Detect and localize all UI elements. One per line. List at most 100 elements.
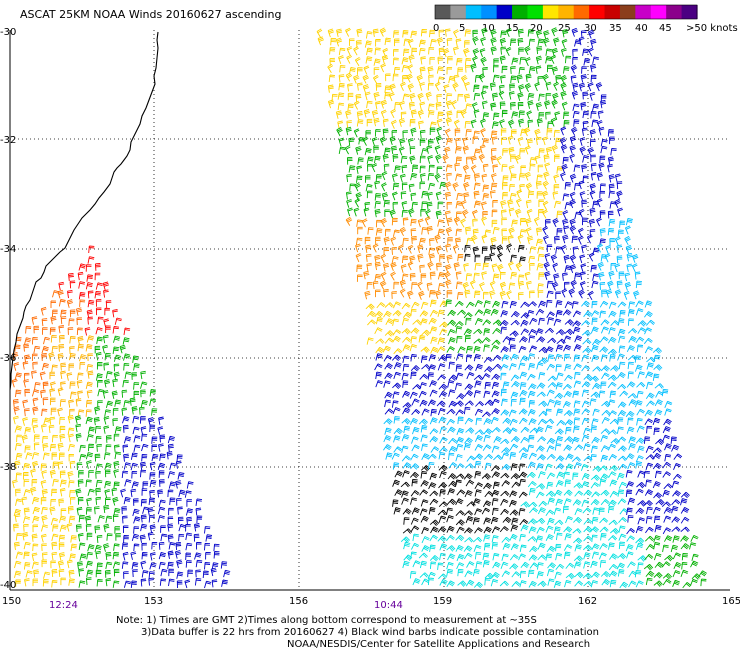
wind-barb (670, 544, 679, 553)
wind-barb (481, 271, 487, 280)
wind-barb (436, 37, 444, 47)
wind-barb (375, 83, 382, 91)
wind-barb (446, 408, 456, 415)
wind-barb (553, 507, 562, 515)
wind-barb (510, 66, 516, 74)
wind-barb (457, 93, 464, 102)
wind-barb (446, 580, 455, 588)
wind-barb (195, 559, 203, 568)
wind-barb (94, 263, 101, 271)
wind-barb (365, 244, 372, 253)
wind-barb (95, 282, 104, 290)
wind-barb (391, 173, 398, 183)
wind-barb (131, 533, 140, 542)
wind-barb (355, 146, 362, 155)
wind-barb (394, 489, 403, 496)
wind-barb (361, 218, 368, 228)
wind-barb (114, 526, 120, 534)
wind-barb (564, 265, 572, 273)
wind-barb (347, 103, 354, 111)
wind-barb (465, 273, 473, 281)
wind-barb (573, 561, 582, 569)
wind-barb (430, 346, 439, 354)
wind-barb (364, 236, 371, 245)
wind-barb (381, 182, 387, 192)
wind-barb (662, 471, 672, 478)
wind-barb (384, 302, 394, 308)
wind-barb (536, 174, 543, 182)
wind-barb (416, 74, 423, 84)
wind-barb (366, 190, 373, 199)
wind-barb (437, 526, 447, 533)
wind-barb (446, 545, 456, 552)
wind-barb (447, 473, 457, 480)
wind-barb (114, 317, 122, 325)
wind-barb (607, 227, 615, 236)
wind-barb (410, 308, 417, 317)
wind-barb (572, 499, 582, 506)
wind-barb (159, 453, 166, 461)
wind-barb (375, 346, 385, 354)
wind-barb (562, 272, 568, 281)
wind-barb (438, 47, 445, 56)
wind-barb (514, 208, 522, 218)
wind-barb (493, 454, 503, 461)
wind-barb (583, 443, 591, 451)
wind-barb (579, 280, 586, 290)
wind-barb (392, 407, 401, 415)
wind-barb (500, 561, 509, 569)
wind-barb (464, 253, 471, 262)
wind-barb (429, 544, 436, 552)
wind-barb (410, 551, 417, 559)
wind-barb (571, 301, 579, 309)
wind-barb (644, 553, 654, 560)
wind-barb (559, 137, 567, 147)
wind-barb (448, 75, 456, 84)
wind-barb (562, 193, 570, 201)
wind-barb (588, 47, 594, 57)
wind-barb (141, 453, 148, 462)
wind-barb (94, 406, 101, 415)
wind-barb (409, 417, 419, 425)
wind-barb (411, 478, 418, 487)
wind-barb (474, 408, 483, 416)
wind-barb (420, 470, 428, 479)
wind-barb (581, 389, 589, 397)
wind-barb (644, 535, 655, 542)
wind-barb (112, 580, 120, 588)
wind-barb (564, 182, 571, 190)
wind-barb (636, 390, 644, 399)
wind-barb (113, 363, 120, 372)
wind-barb (410, 453, 419, 461)
wind-barb (420, 515, 429, 523)
wind-barb (542, 226, 549, 236)
wind-barb (356, 82, 363, 91)
wind-barb (518, 447, 528, 453)
wind-barb (185, 524, 191, 532)
wind-barb (40, 524, 49, 532)
wind-barb (140, 416, 146, 424)
wind-barb (574, 335, 583, 343)
wind-barb (583, 427, 591, 435)
wind-barb (384, 363, 393, 370)
wind-barb (536, 382, 546, 389)
wind-barb (472, 136, 479, 145)
wind-barb (464, 570, 473, 578)
wind-barb (437, 228, 445, 236)
wind-barb (49, 397, 56, 406)
wind-barb (627, 561, 636, 568)
wind-barb (627, 393, 638, 399)
wind-barb (590, 580, 599, 588)
wind-barb (42, 327, 48, 335)
wind-barb (77, 336, 84, 345)
wind-barb (597, 243, 603, 253)
plot-area (9, 27, 730, 591)
wind-barb (664, 400, 673, 408)
wind-barb (671, 526, 681, 532)
wind-barb (103, 523, 110, 533)
wind-barb (366, 156, 374, 164)
wind-barb (419, 373, 429, 380)
wind-barb (480, 36, 487, 46)
wind-barb (572, 320, 582, 327)
wind-barb (481, 173, 488, 183)
